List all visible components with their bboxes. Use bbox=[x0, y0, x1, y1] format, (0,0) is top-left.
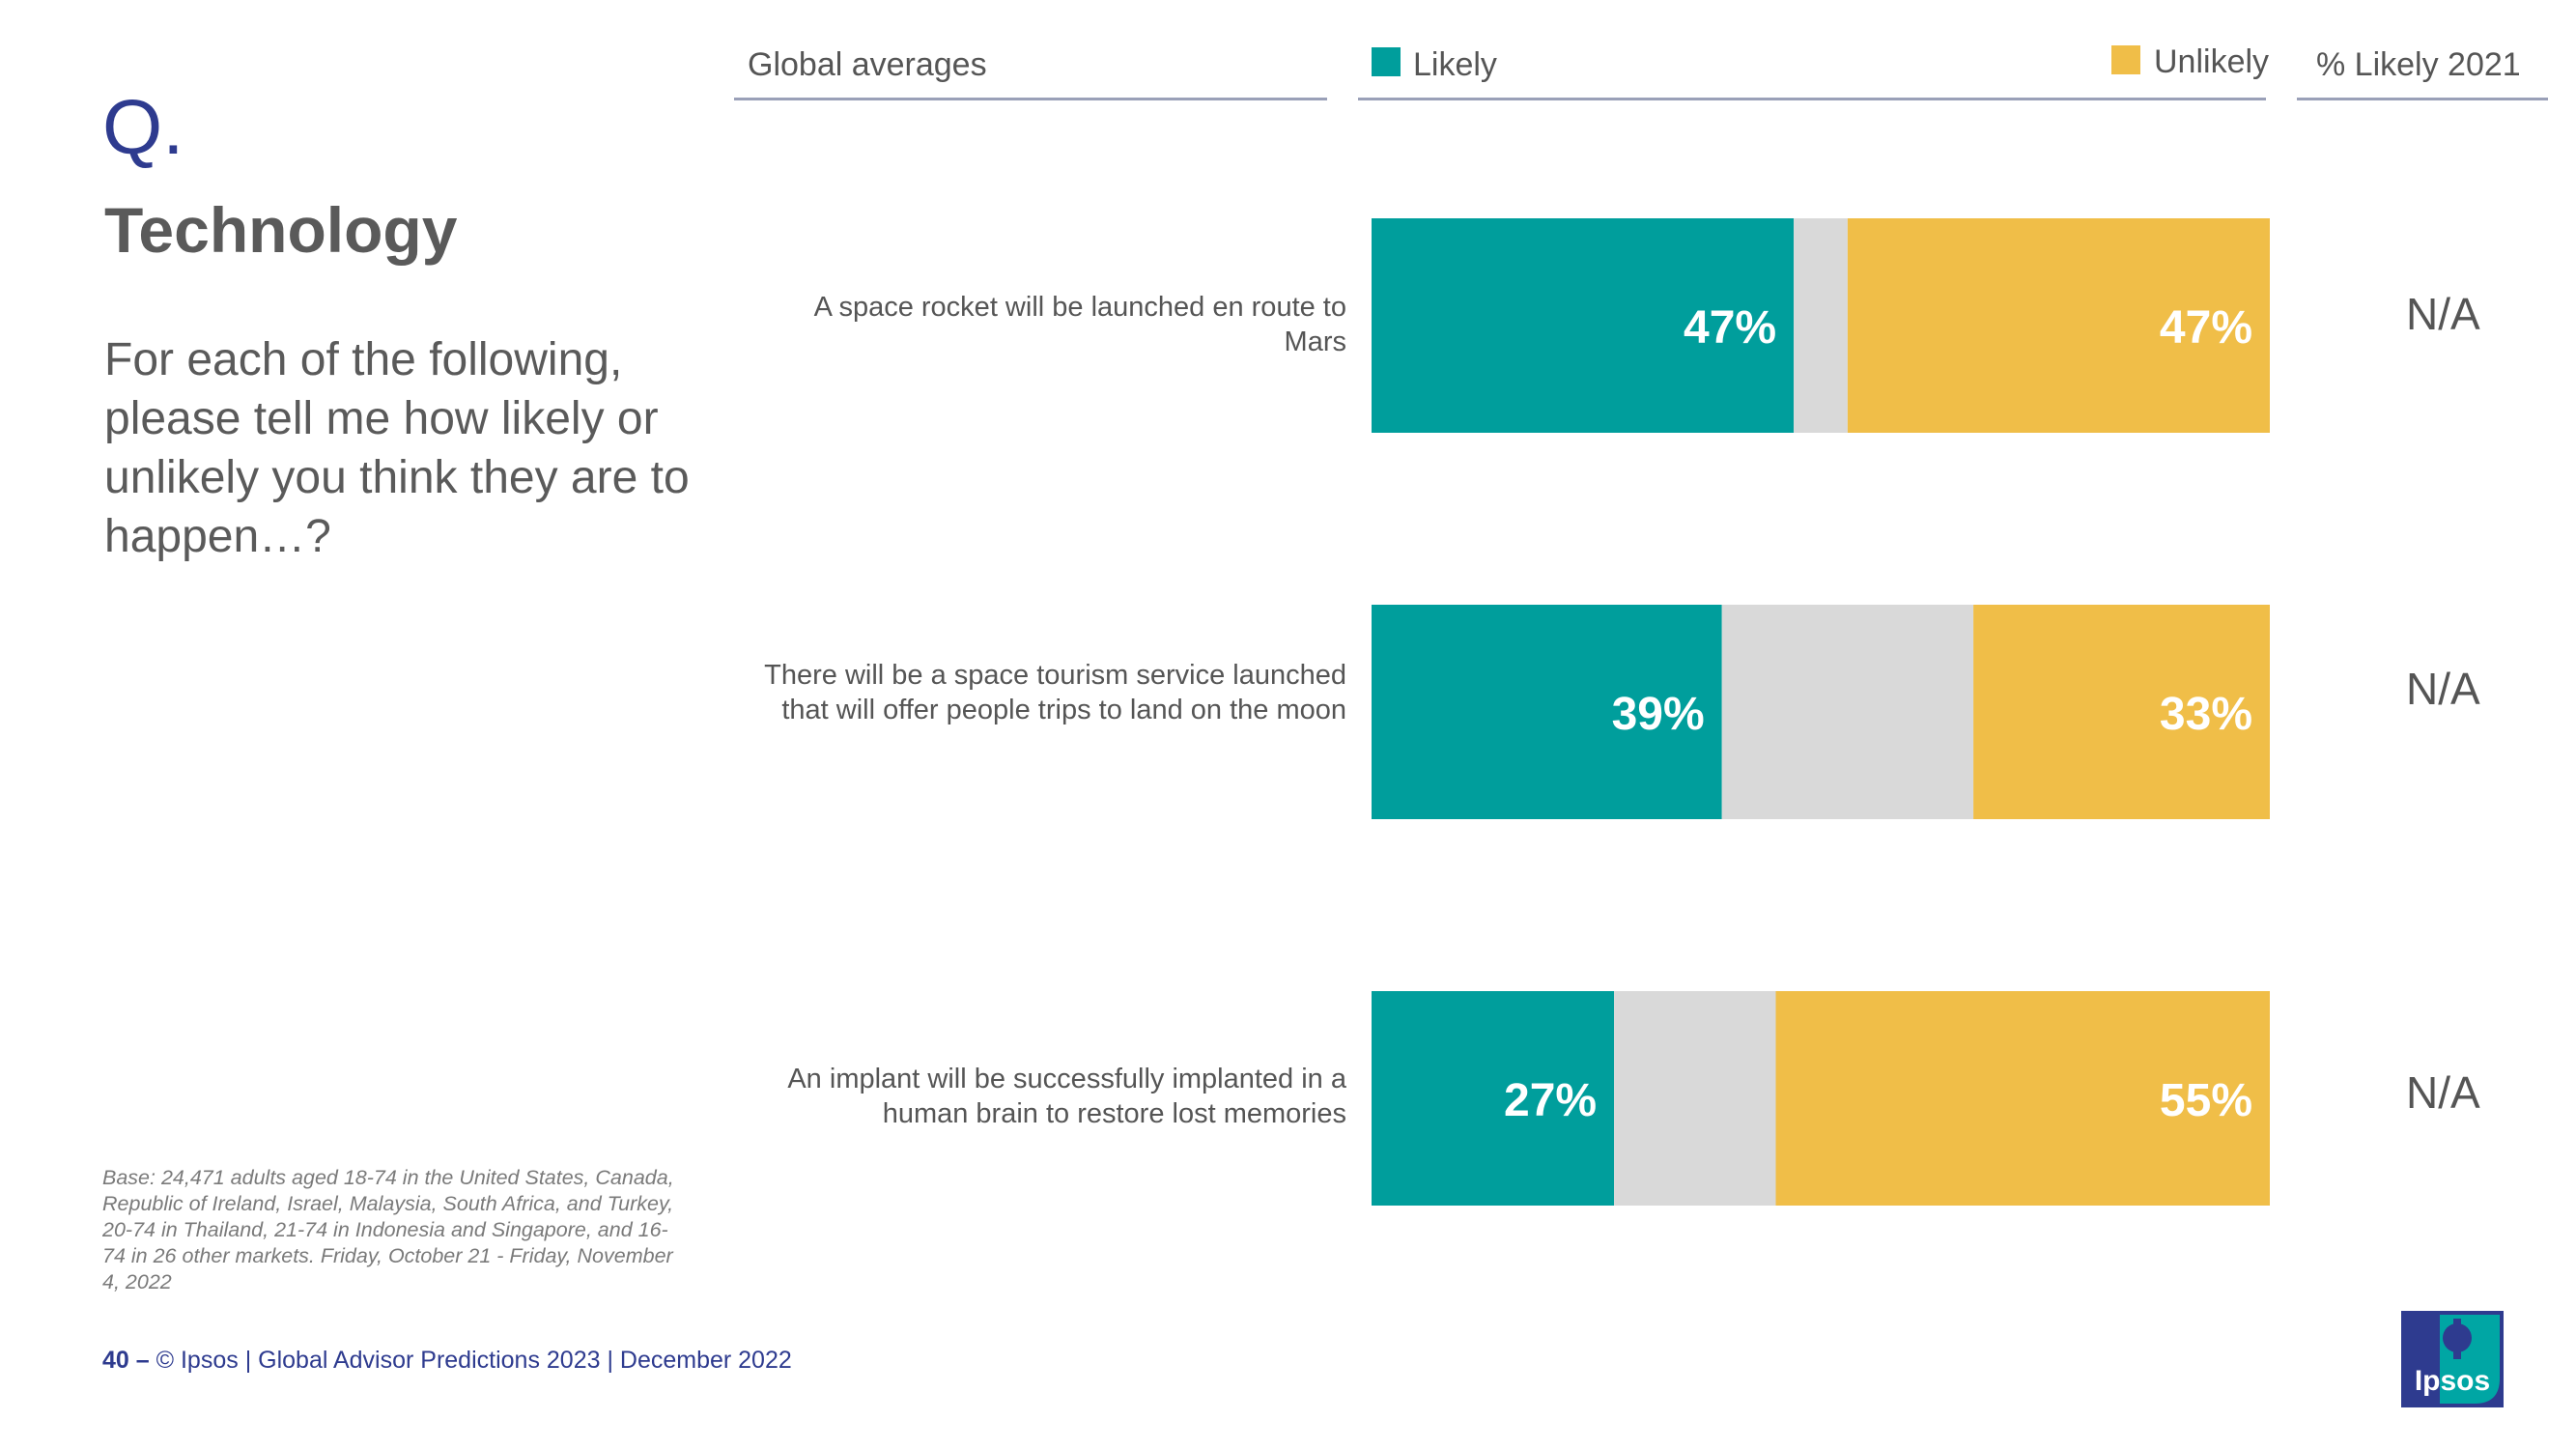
page-number: 40 – bbox=[102, 1347, 150, 1374]
base-note: Base: 24,471 adults aged 18-74 in the Un… bbox=[102, 1166, 674, 1293]
ipsos-logo-text: Ipsos bbox=[2415, 1365, 2490, 1397]
likely-2021-value-mars: N/A bbox=[2406, 289, 2480, 339]
legend-likely-label: Likely bbox=[1413, 46, 1497, 83]
bar-neither-0 bbox=[1794, 218, 1848, 433]
data-label-unlikely-1: 33% bbox=[2160, 689, 2252, 740]
bar-likely-0 bbox=[1372, 218, 1795, 433]
data-label-unlikely-2: 55% bbox=[2160, 1075, 2252, 1126]
legend-unlikely-swatch bbox=[2111, 45, 2140, 74]
header-rule-global bbox=[734, 98, 1327, 100]
header-rule-legend bbox=[1358, 98, 2266, 100]
bar-unlikely-2 bbox=[1775, 991, 2270, 1206]
data-label-likely-2: 27% bbox=[1504, 1075, 1597, 1126]
data-label-unlikely-0: 47% bbox=[2160, 302, 2252, 354]
legend-unlikely-label: Unlikely bbox=[2154, 43, 2270, 80]
row-label-mars: A space rocket will be launched en route… bbox=[813, 292, 1346, 357]
header-rule-2021 bbox=[2297, 98, 2548, 100]
section-title: Technology bbox=[104, 194, 458, 266]
bar-likely-2 bbox=[1372, 991, 1615, 1206]
header-likely-2021: % Likely 2021 bbox=[2316, 46, 2521, 83]
data-label-likely-1: 39% bbox=[1612, 689, 1705, 740]
question-mark-label: Q. bbox=[102, 84, 184, 170]
data-label-likely-0: 47% bbox=[1684, 302, 1776, 354]
bar-neither-2 bbox=[1614, 991, 1776, 1206]
bar-likely-1 bbox=[1372, 605, 1722, 819]
row-label-brain-implant: An implant will be successfully implante… bbox=[787, 1064, 1346, 1129]
likely-2021-value-brain: N/A bbox=[2406, 1067, 2480, 1118]
bar-unlikely-1 bbox=[1973, 605, 2270, 819]
bar-neither-1 bbox=[1721, 605, 1974, 819]
bar-unlikely-0 bbox=[1847, 218, 2270, 433]
row-label-moon-tourism: There will be a space tourism service la… bbox=[764, 660, 1346, 725]
question-text: For each of the following, please tell m… bbox=[104, 334, 690, 562]
ipsos-logo: Ipsos bbox=[2401, 1311, 2504, 1407]
footer-text: © Ipsos | Global Advisor Predictions 202… bbox=[156, 1347, 792, 1374]
header-global-averages: Global averages bbox=[748, 46, 987, 83]
legend-likely-swatch bbox=[1372, 47, 1401, 76]
likely-2021-value-moon: N/A bbox=[2406, 664, 2480, 714]
footer: 40 – © Ipsos | Global Advisor Prediction… bbox=[102, 1347, 792, 1375]
